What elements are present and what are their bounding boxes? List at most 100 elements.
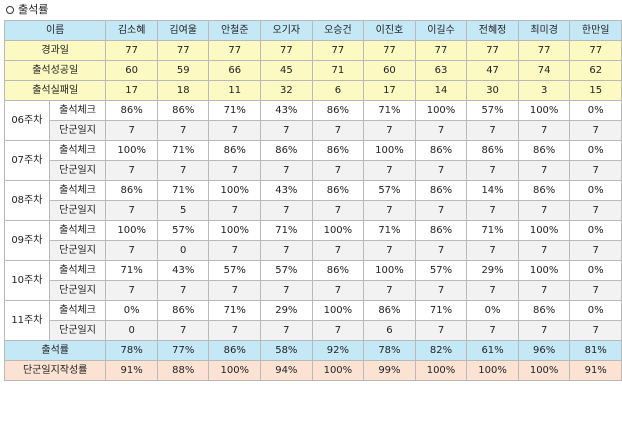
check-cell: 57% <box>208 260 262 281</box>
journal-cell: 7 <box>105 200 158 221</box>
week-journal-row: 단군일지 7 0 7 7 7 7 7 7 7 7 <box>5 240 622 261</box>
journal-cell: 5 <box>156 200 210 221</box>
check-cell: 86% <box>311 100 365 121</box>
check-cell: 0% <box>466 300 519 321</box>
check-cell: 100% <box>414 100 468 121</box>
attendance-rate-row: 출석률 78% 77% 86% 58% 92% 78% 82% 61% 96% 81% <box>3 340 622 361</box>
journal-rate-cell: 91% <box>569 360 622 381</box>
week-check-row: 08주차 출석체크 86% 71% 100% 43% 86% 57% 86% 14% 86% 0% <box>4 180 622 221</box>
check-cell: 57% <box>156 220 210 241</box>
summary-row-label: 출석실패일 <box>3 80 107 101</box>
journal-cell: 7 <box>260 200 313 221</box>
week-label: 08주차 <box>4 180 50 221</box>
summary-cell: 77 <box>466 40 519 61</box>
journal-cell: 7 <box>208 320 262 341</box>
summary-cell: 17 <box>363 80 416 101</box>
journal-cell: 7 <box>517 240 571 261</box>
summary-cell: 11 <box>208 80 262 101</box>
journal-cell: 7 <box>208 200 262 221</box>
check-cell: 86% <box>414 180 468 201</box>
journal-cell: 7 <box>311 280 365 301</box>
journal-cell: 7 <box>569 160 622 181</box>
attendance-rate-cell: 78% <box>363 340 416 361</box>
week-journal-row: 단군일지 7 5 7 7 7 7 7 7 7 7 <box>5 200 622 221</box>
journal-cell: 7 <box>105 240 158 261</box>
journal-cell: 7 <box>105 160 158 181</box>
summary-cell: 77 <box>414 40 468 61</box>
journal-cell: 7 <box>260 160 313 181</box>
check-cell: 86% <box>260 140 313 161</box>
journal-cell: 6 <box>363 320 416 341</box>
week-journal-row: 단군일지 7 7 7 7 7 7 7 7 7 7 <box>5 160 622 181</box>
check-label: 출석체크 <box>48 260 107 281</box>
journal-label: 단군일지 <box>48 240 107 261</box>
summary-cell: 60 <box>105 60 158 81</box>
summary-cell: 45 <box>260 60 313 81</box>
check-cell: 71% <box>208 300 262 321</box>
journal-cell: 7 <box>311 120 365 141</box>
check-cell: 57% <box>363 180 416 201</box>
check-cell: 86% <box>208 140 262 161</box>
journal-label: 단군일지 <box>48 160 107 181</box>
check-label: 출석체크 <box>48 140 107 161</box>
summary-row: 출석성공일 60 59 66 45 71 60 63 47 74 62 <box>3 60 622 81</box>
week-journal-row: 단군일지 7 7 7 7 7 7 7 7 7 7 <box>5 120 622 141</box>
journal-label: 단군일지 <box>48 120 107 141</box>
attendance-rate-cell: 77% <box>156 340 210 361</box>
check-cell: 86% <box>414 140 468 161</box>
header-row: 이름 김소혜 김여울 안철준 오기자 오승건 이진호 이길수 전혜정 최미경 한만일 <box>3 20 622 41</box>
check-label: 출석체크 <box>48 300 107 321</box>
summary-cell: 59 <box>156 60 210 81</box>
check-cell: 100% <box>105 220 158 241</box>
check-cell: 0% <box>569 260 622 281</box>
check-cell: 86% <box>311 140 365 161</box>
check-cell: 0% <box>569 300 622 321</box>
check-cell: 14% <box>466 180 519 201</box>
journal-cell: 7 <box>569 240 622 261</box>
week-label: 07주차 <box>4 140 50 181</box>
student-name-header: 안철준 <box>208 20 262 41</box>
attendance-rate-cell: 78% <box>105 340 158 361</box>
check-cell: 71% <box>260 220 313 241</box>
journal-cell: 7 <box>363 200 416 221</box>
attendance-rate-cell: 96% <box>517 340 571 361</box>
week-check-row: 09주차 출석체크 100% 57% 100% 71% 100% 71% 86% 71% 100% 0… <box>4 220 622 261</box>
check-cell: 86% <box>105 100 158 121</box>
journal-cell: 7 <box>466 320 519 341</box>
check-cell: 100% <box>208 180 262 201</box>
student-name-header: 김여울 <box>156 20 210 41</box>
summary-cell: 77 <box>311 40 365 61</box>
journal-cell: 7 <box>466 160 519 181</box>
check-cell: 71% <box>363 100 416 121</box>
check-cell: 0% <box>569 180 622 201</box>
check-cell: 86% <box>311 180 365 201</box>
journal-cell: 7 <box>311 240 365 261</box>
week-journal-row: 단군일지 7 7 7 7 7 7 7 7 7 7 <box>5 280 622 301</box>
summary-cell: 77 <box>569 40 622 61</box>
check-cell: 0% <box>105 300 158 321</box>
summary-cell: 77 <box>156 40 210 61</box>
attendance-rate-cell: 58% <box>260 340 313 361</box>
journal-cell: 7 <box>208 240 262 261</box>
summary-row-label: 경과일 <box>3 40 107 61</box>
check-cell: 43% <box>156 260 210 281</box>
journal-cell: 7 <box>208 160 262 181</box>
summary-cell: 6 <box>311 80 365 101</box>
journal-cell: 7 <box>466 240 519 261</box>
journal-cell: 7 <box>466 280 519 301</box>
journal-cell: 7 <box>260 280 313 301</box>
check-cell: 100% <box>208 220 262 241</box>
student-name-header: 전혜정 <box>466 20 519 41</box>
check-cell: 29% <box>466 260 519 281</box>
journal-cell: 7 <box>517 160 571 181</box>
journal-cell: 0 <box>156 240 210 261</box>
journal-cell: 7 <box>414 320 468 341</box>
journal-label: 단군일지 <box>48 200 107 221</box>
journal-cell: 7 <box>569 120 622 141</box>
check-label: 출석체크 <box>48 220 107 241</box>
check-cell: 100% <box>363 260 416 281</box>
week-label: 06주차 <box>4 100 50 141</box>
name-header: 이름 <box>3 20 107 41</box>
journal-cell: 7 <box>414 240 468 261</box>
week-label: 09주차 <box>4 220 50 261</box>
